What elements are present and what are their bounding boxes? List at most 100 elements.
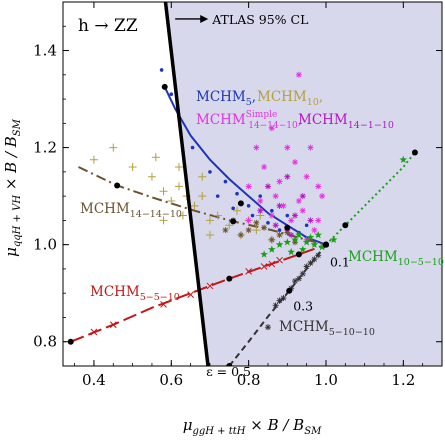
scatter-point [302,238,311,246]
scatter-point [277,228,282,232]
scatter-point [284,144,291,151]
legend-mchm14-simple: MCHMSimple 14−14−10, [196,110,302,131]
x-axis-label: μggH + ttH × B / BSM [183,416,322,437]
scatter-point [109,321,117,329]
annotation: 0.3 [293,298,313,313]
y-tick-label: 1.4 [33,42,57,60]
scatter-point [90,328,98,336]
scatter-point [235,191,239,196]
label-text: , [298,112,302,128]
scatter-point [215,194,220,198]
scatter-point [299,207,306,214]
scatter-point [222,227,229,234]
label-subscript: qqH + VH [12,195,23,247]
scatter-point [190,201,199,210]
label-text: , [252,89,256,105]
curve-mchm14_14_10 [78,166,327,246]
scatter-point [303,263,310,270]
scatter-point [285,213,290,218]
scatter-point [246,204,251,208]
legend-mchm14-14-10: MCHM14−14−10 [80,201,182,220]
label-text: MCHM [196,89,246,105]
scatter-point [213,211,222,220]
dots-mchm10_5_10 [322,149,418,248]
scatter-point [276,297,283,304]
label-text: , [319,89,323,105]
label-text: MCHM [196,112,246,128]
annotation: 0.1 [330,255,350,270]
scatter-point [198,192,207,201]
label-text: MCHM [298,112,348,128]
scatter-point [225,221,234,230]
scatter-point [187,291,194,299]
scatter-point [288,231,295,238]
scatter-point [311,227,318,234]
x-tick-label: 0.8 [237,371,261,389]
scatter-point [292,278,299,285]
curve-dot [67,338,74,345]
scatter-point [307,260,314,267]
legend-mchm10-5-10: MCHM10−5−10 [348,249,444,268]
curve-dot [411,149,418,156]
curve-dot [161,83,168,90]
scatter-point [268,260,276,268]
label-subscript: SM [304,426,322,437]
scatter-point [159,216,168,225]
atlas-boundary-line [163,1,210,367]
scatter-point [260,250,268,258]
label-subscript: 14−14−10 [248,121,298,131]
label-subscript: SM [12,118,23,136]
scatter-point [261,224,268,231]
labels: h → ZZ 0.4 0.6 0.8 1.0 1.2 0.8 1.0 1.2 1.4 ATLAS … [2,12,444,437]
curve-dot [226,275,233,282]
scatter-point [299,245,307,253]
scatter-point [276,178,283,185]
x-tick-label: 1.2 [391,371,415,389]
series-mchm14_14_10 [78,166,327,246]
curve-dot [286,287,293,294]
scatter-point [314,231,322,239]
scatter-point [250,213,255,218]
scatter-point [284,229,291,236]
scatter-point [280,202,287,209]
scatter-point [178,211,187,220]
scatter-point [399,155,408,163]
legend-mchm10: MCHM10, [257,89,323,108]
scatter-point [315,217,322,224]
scatter-point [292,239,299,246]
label-subscript: 10−5−10 [398,257,444,268]
scatter-point [252,226,261,235]
scatter-mchm14_1_10 [257,173,314,238]
label-text: MCHM [348,249,398,265]
scatter-point [205,230,214,239]
scatter-point [151,153,160,162]
scatter-point [147,172,156,181]
scatter-point [288,285,295,292]
scatter-point [268,125,275,132]
scatter-point [261,164,268,171]
label-subscript: 14−1−10 [348,120,394,131]
scatter-point [175,163,184,172]
scatter-point [245,183,252,190]
annotation: ε = 0.5 [206,364,251,379]
curve-dot [295,251,302,258]
series-mchm5_10_10 [228,244,327,366]
scatter-point [275,240,284,248]
scatter-mchm5_10_10 [264,252,322,331]
y-tick-label: 1.0 [33,236,57,254]
scatter-point [231,206,235,211]
scatter-mchm10_5_10 [260,155,408,258]
chart-title: h → ZZ [78,16,138,36]
scatter-point [190,145,195,150]
scatter-point [175,182,184,191]
scatter-point [283,238,292,246]
label-text: MCHM [279,319,329,335]
scatter-point [295,71,302,78]
y-tick-label: 1.2 [33,139,57,157]
scatter-point [245,268,252,275]
curve-mchm5 [163,86,327,246]
scatter-point [245,227,252,234]
scatter-point [205,216,214,225]
curve-dot [284,224,291,231]
